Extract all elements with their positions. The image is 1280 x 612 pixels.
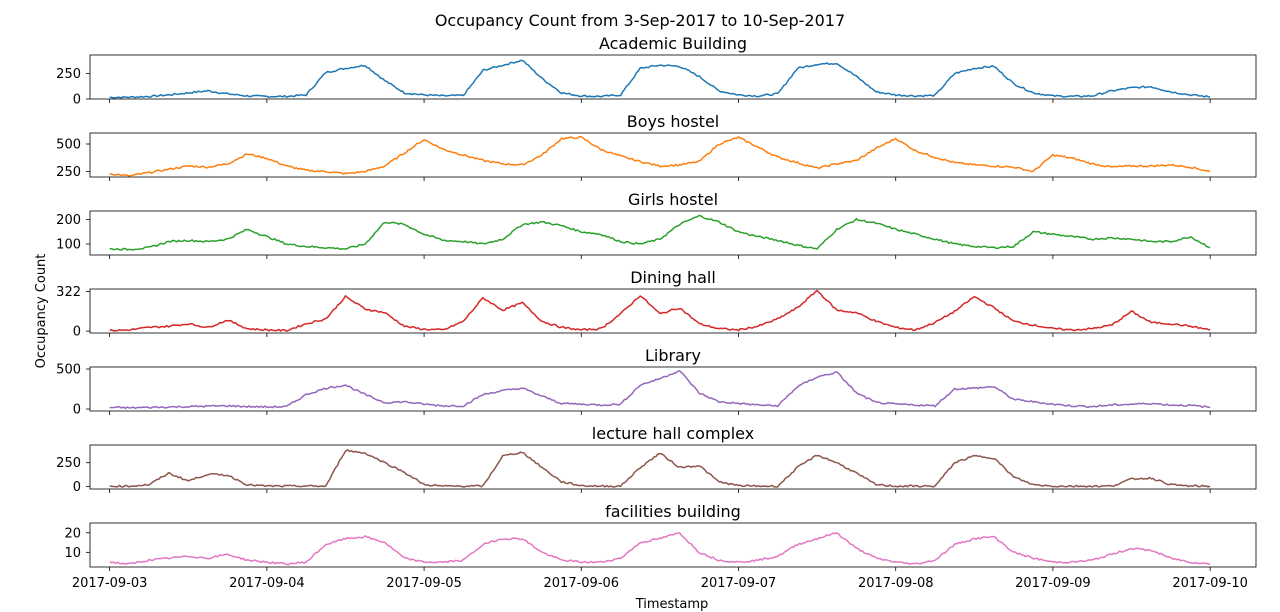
subplot-title: Academic Building bbox=[599, 34, 747, 53]
x-tick-label: 2017-09-09 bbox=[1015, 576, 1091, 591]
y-axis-label: Occupancy Count bbox=[34, 254, 49, 369]
y-tick-label: 0 bbox=[73, 93, 81, 108]
y-tick-label: 20 bbox=[64, 526, 81, 541]
series-line bbox=[109, 289, 1211, 332]
subplot-title: facilities building bbox=[605, 502, 741, 521]
series-line bbox=[109, 449, 1211, 488]
axes-frame bbox=[89, 54, 1257, 100]
y-tick-label: 0 bbox=[73, 480, 81, 495]
series-line bbox=[109, 59, 1211, 99]
subplot-title: Dining hall bbox=[630, 268, 716, 287]
y-tick-label: 322 bbox=[56, 285, 81, 300]
y-tick-label: 100 bbox=[56, 238, 81, 253]
y-tick-label: 250 bbox=[56, 67, 81, 82]
axes-frame bbox=[89, 210, 1257, 256]
x-tick-label: 2017-09-10 bbox=[1172, 576, 1248, 591]
series-line bbox=[109, 370, 1211, 410]
subplot-6: facilities building 10 20 2017-09-03 2017-09… bbox=[64, 502, 1257, 591]
subplot-title: lecture hall complex bbox=[592, 424, 754, 443]
axes-frame bbox=[89, 366, 1257, 412]
x-tick-label: 2017-09-08 bbox=[858, 576, 934, 591]
x-tick-label: 2017-09-07 bbox=[701, 576, 777, 591]
series-line bbox=[109, 214, 1211, 251]
axes-frame bbox=[89, 444, 1257, 490]
y-tick-label: 10 bbox=[64, 546, 81, 561]
x-tick-label: 2017-09-04 bbox=[229, 576, 305, 591]
y-tick-label: 200 bbox=[56, 213, 81, 228]
y-tick-label: 500 bbox=[56, 363, 81, 378]
subplot-3: Dining hall 0 322 bbox=[56, 268, 1257, 340]
y-tick-label: 500 bbox=[56, 138, 81, 153]
x-tick-label: 2017-09-03 bbox=[72, 576, 148, 591]
subplot-title: Library bbox=[645, 346, 701, 365]
axes-frame bbox=[89, 132, 1257, 178]
subplot-title: Girls hostel bbox=[628, 190, 718, 209]
x-tick-label: 2017-09-05 bbox=[386, 576, 462, 591]
subplot-2: Girls hostel 100 200 bbox=[56, 190, 1257, 259]
series-line bbox=[109, 532, 1211, 566]
y-tick-label: 0 bbox=[73, 325, 81, 340]
axes-frame bbox=[89, 522, 1257, 568]
y-tick-label: 0 bbox=[73, 403, 81, 418]
subplot-4: Library 0 500 bbox=[56, 346, 1257, 418]
subplot-title: Boys hostel bbox=[627, 112, 719, 131]
figure-title: Occupancy Count from 3-Sep-2017 to 10-Se… bbox=[435, 11, 845, 30]
subplot-5: lecture hall complex 0 250 bbox=[56, 424, 1257, 495]
y-tick-label: 250 bbox=[56, 165, 81, 180]
x-tick-label: 2017-09-06 bbox=[544, 576, 620, 591]
series-line bbox=[109, 135, 1211, 177]
subplot-1: Boys hostel 250 500 bbox=[56, 112, 1257, 181]
subplot-0: Academic Building 0 250 bbox=[56, 34, 1257, 108]
subplot-panels: Academic Building 0 250 Boys hostel 250 500 Gi… bbox=[56, 34, 1257, 591]
axes-frame bbox=[89, 288, 1257, 334]
x-axis-label: Timestamp bbox=[635, 597, 709, 612]
y-tick-label: 250 bbox=[56, 456, 81, 471]
